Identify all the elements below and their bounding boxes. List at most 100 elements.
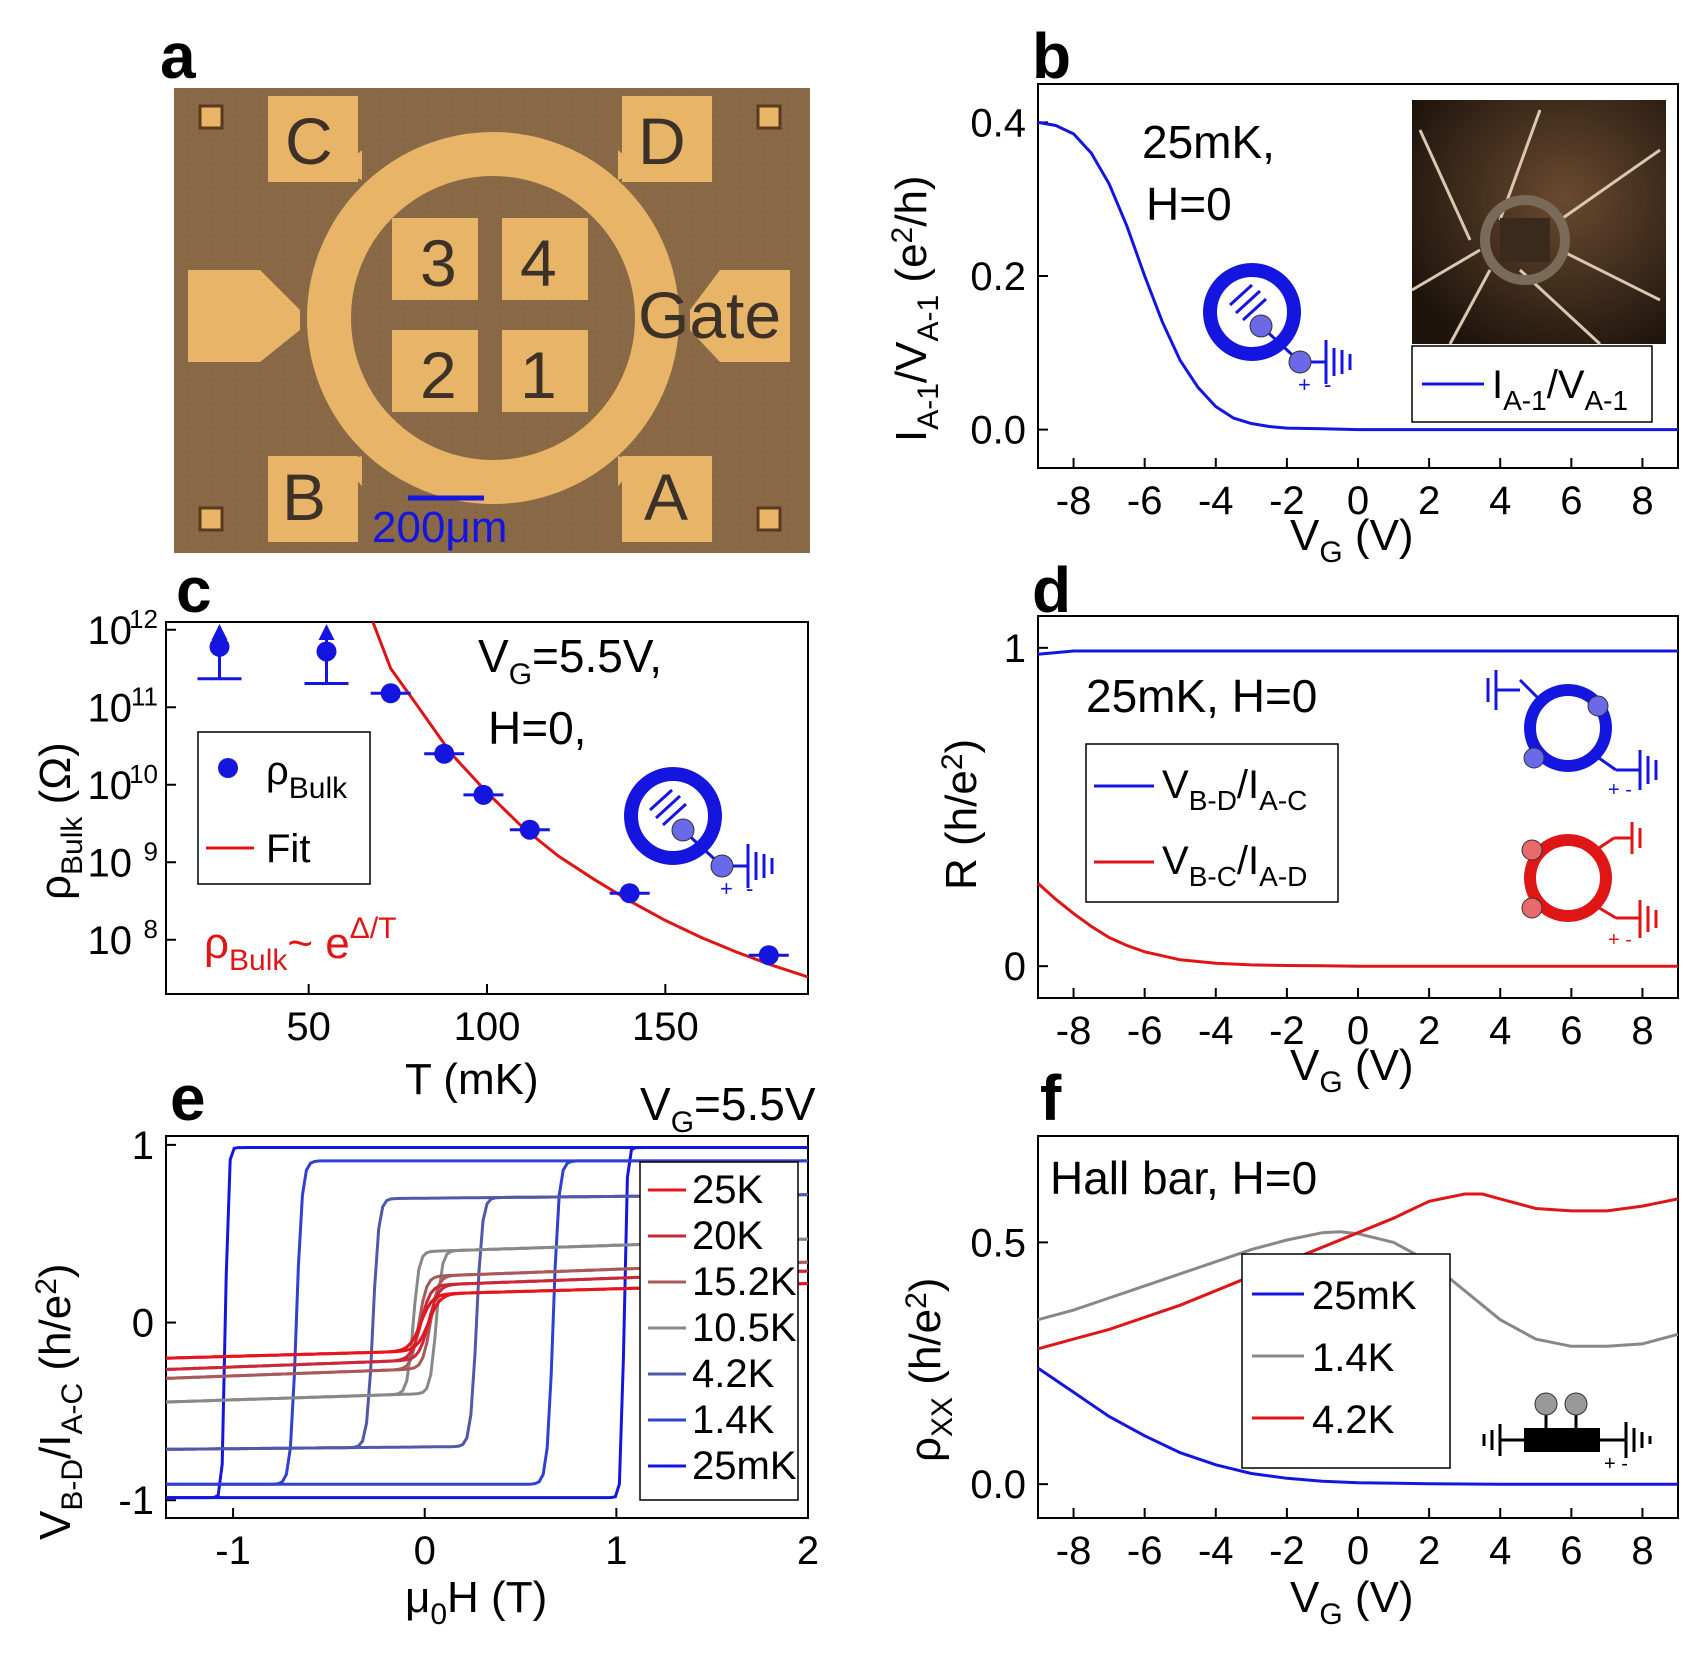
x-tick-label: 0 (1347, 1009, 1369, 1053)
panel-d-series (1037, 649, 1678, 968)
x-tick-label: 6 (1560, 479, 1582, 523)
panel-e: e -1 0 1 2 -1 0 1 VG=5.5V 25K20K15.2K10.5K4.2K… (30, 1062, 819, 1631)
y-tick-label: 0.0 (970, 1463, 1026, 1507)
panel-f-label: f (1040, 1062, 1062, 1134)
x-tick-label: 0 (1347, 1529, 1369, 1573)
series-line-1.4K (1037, 1230, 1679, 1348)
data-point (380, 683, 401, 704)
panel-d-legend (1085, 743, 1339, 903)
pad-label-4: 4 (520, 226, 557, 300)
panel-c-series (197, 621, 809, 979)
panel-f-ticks: -8 -6 -4 -2 0 2 4 6 8 0.0 0.5 (970, 1221, 1653, 1573)
y-tick-label: 0.5 (970, 1221, 1026, 1265)
panel-f: f -8 -6 -4 -2 0 2 4 6 8 0.0 0.5 Hall bar, H=0 25mK… (900, 1062, 1679, 1631)
panel-c-legend-fit: Fit (266, 827, 310, 871)
legend-label: 25mK (1312, 1274, 1417, 1318)
panel-f-legend-items: 25mK 1.4K 4.2K (1252, 1274, 1417, 1442)
pad-label-d: D (638, 104, 686, 178)
x-tick-label: -6 (1127, 479, 1163, 523)
panel-c-label: c (176, 554, 212, 626)
x-tick-label: 6 (1560, 1529, 1582, 1573)
x-tick-label: 4 (1489, 1529, 1511, 1573)
panel-e-xlabel: μ0H (T) (405, 1573, 547, 1631)
arrow-head (211, 624, 228, 640)
x-tick-label: -8 (1056, 479, 1092, 523)
panel-e-ticks: -1 0 1 2 -1 0 1 (118, 1124, 819, 1573)
panel-e-ylabel: VB-D/IA-C (h/e2) (30, 1263, 89, 1540)
panel-d-ylabel: R (h/e2) (936, 739, 986, 890)
y-tick-label: 0 (132, 1302, 154, 1346)
y-tick-label: 10 (88, 764, 133, 808)
panel-c-annotation-field: H=0, (488, 702, 586, 754)
x-tick-label: 4 (1489, 479, 1511, 523)
legend-label: 25mK (692, 1444, 797, 1488)
legend-label: 4.2K (1312, 1398, 1395, 1442)
x-tick-label: 2 (797, 1529, 819, 1573)
data-point (758, 945, 779, 966)
y-tick-label: 1 (1004, 627, 1026, 671)
panel-b-series (1037, 120, 1678, 432)
pad-label-c: C (285, 104, 333, 178)
pad-labels: C D B A 3 4 2 1 Gate (282, 104, 781, 534)
panel-d-label: d (1032, 554, 1071, 626)
x-tick-label: 6 (1560, 1009, 1582, 1053)
panel-b-annotation-field: H=0 (1146, 178, 1232, 230)
x-tick-label: 150 (632, 1005, 699, 1049)
panel-b: b -8 -6 -4 -2 0 2 4 6 8 0.0 0.2 0.4 25mK, H=0 (886, 20, 1679, 569)
series-line-4.2K (1037, 1192, 1679, 1351)
corbino-circuit-icon: + - (624, 767, 774, 901)
x-tick-label: 1 (605, 1529, 627, 1573)
arrow-head (318, 624, 335, 640)
y-tick-label: 10 (88, 609, 133, 653)
data-point (519, 819, 540, 840)
fit-line (371, 621, 809, 979)
device-micrograph: C D B A 3 4 2 1 Gate 200μm (174, 88, 810, 553)
pad-label-b: B (282, 460, 326, 534)
x-tick-label: 2 (1418, 479, 1440, 523)
legend-label: 15.2K (692, 1260, 797, 1304)
panel-a-label: a (160, 20, 196, 92)
x-tick-label: -6 (1127, 1529, 1163, 1573)
panel-b-legend (1411, 345, 1653, 423)
panel-b-annotation-temp: 25mK, (1142, 116, 1275, 168)
hysteresis-branch-down (166, 1146, 808, 1500)
panel-e-series (165, 1146, 809, 1500)
hysteresis-branch-down (166, 1159, 808, 1486)
panel-c-legend-marker (218, 758, 238, 778)
x-tick-label: -4 (1198, 479, 1234, 523)
y-tick-exponent: 12 (129, 604, 158, 634)
panel-c-xlabel: T (mK) (405, 1055, 539, 1104)
data-point (473, 784, 494, 805)
panel-b-label: b (1032, 20, 1071, 92)
y-tick-label: 10 (88, 919, 133, 963)
x-tick-label: 50 (286, 1005, 331, 1049)
series-line-bc (1037, 882, 1678, 968)
data-point (209, 636, 230, 657)
x-tick-label: -4 (1198, 1529, 1234, 1573)
panel-d-annotation: 25mK, H=0 (1086, 670, 1317, 722)
panel-c-legend (197, 731, 371, 885)
y-tick-exponent: 9 (144, 836, 158, 866)
y-tick-label: 10 (88, 841, 133, 885)
scale-bar-label: 200μm (372, 503, 507, 552)
svg-text:+ -: + - (1608, 929, 1632, 951)
y-tick-label: 0.0 (970, 409, 1026, 453)
corner-pads (198, 104, 782, 532)
panel-b-ylabel: IA-1/VA-1 (e2/h) (886, 175, 945, 442)
svg-text:+ -: + - (1604, 1453, 1628, 1475)
pad-label-3: 3 (420, 226, 457, 300)
panel-c-formula: ρBulk~ eΔ/T (204, 912, 396, 977)
panel-b-ticks: -8 -6 -4 -2 0 2 4 6 8 0.0 0.2 0.4 (970, 101, 1653, 523)
x-tick-label: -2 (1269, 1529, 1305, 1573)
x-tick-label: -4 (1198, 1009, 1234, 1053)
x-tick-label: 4 (1489, 1009, 1511, 1053)
svg-text:-: - (1324, 372, 1331, 397)
x-tick-label: -2 (1269, 1009, 1305, 1053)
series-line-25mK (1037, 1366, 1678, 1486)
x-tick-label: 100 (454, 1005, 521, 1049)
corbino-circuit-icon: + - (1203, 263, 1352, 397)
panel-e-label: e (170, 1062, 206, 1134)
x-tick-label: 2 (1418, 1009, 1440, 1053)
